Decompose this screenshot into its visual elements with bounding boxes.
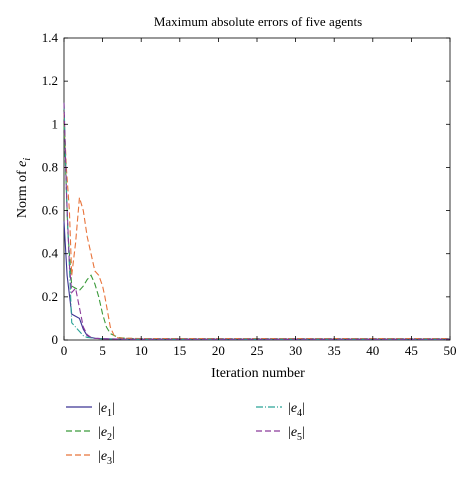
legend-label: |e5| <box>288 425 305 443</box>
y-axis-label-var: e <box>15 161 30 167</box>
plot-frame <box>63 37 451 341</box>
y-axis-label-sub: i <box>22 158 33 161</box>
y-tick-label: 0.8 <box>42 159 58 174</box>
y-axis-label-prefix: Norm of <box>15 167 30 218</box>
chart-title: Maximum absolute errors of five agents <box>154 14 362 29</box>
y-tick-label: 0 <box>52 332 59 347</box>
y-axis-label: Norm of ei <box>15 158 33 219</box>
y-tick-label: 1 <box>52 116 59 131</box>
legend-label: |e4| <box>288 401 305 419</box>
series-line-e5 <box>63 102 450 340</box>
y-axis-ticks: 0 0.2 0.4 0.6 0.8 1 1.2 1.4 <box>42 30 450 347</box>
x-tick-label: 15 <box>173 343 186 358</box>
legend-item-e3: |e3| <box>66 449 115 467</box>
plot-area: 0 5 10 15 20 25 30 35 40 45 50 0 0.2 0.4 0.6 0.8 1 1.2 1.… <box>42 30 457 358</box>
series-line-e1 <box>63 221 450 340</box>
legend-item-e1: |e1| <box>66 401 115 419</box>
y-tick-label: 0.2 <box>42 289 58 304</box>
x-tick-label: 30 <box>289 343 302 358</box>
legend-item-e4: |e4| <box>256 401 305 419</box>
legend-label: |e3| <box>98 449 115 467</box>
series-line-e3 <box>63 113 450 340</box>
y-tick-label: 0.4 <box>42 246 59 261</box>
x-tick-label: 10 <box>135 343 148 358</box>
legend: |e1| |e2| |e3| |e4| |e5| <box>66 401 305 467</box>
legend-label: |e1| <box>98 401 115 419</box>
x-tick-label: 50 <box>444 343 457 358</box>
x-tick-label: 25 <box>251 343 264 358</box>
y-tick-label: 0.6 <box>42 203 59 218</box>
x-tick-label: 0 <box>61 343 68 358</box>
x-tick-label: 40 <box>366 343 379 358</box>
y-tick-label: 1.4 <box>42 30 59 45</box>
series-layer <box>63 102 450 340</box>
x-tick-label: 45 <box>405 343 418 358</box>
x-tick-label: 5 <box>99 343 106 358</box>
x-tick-label: 20 <box>212 343 225 358</box>
legend-item-e2: |e2| <box>66 425 115 443</box>
legend-label: |e2| <box>98 425 115 443</box>
legend-item-e5: |e5| <box>256 425 305 443</box>
series-line-e2 <box>63 124 450 340</box>
x-tick-label: 35 <box>328 343 341 358</box>
x-axis-ticks: 0 5 10 15 20 25 30 35 40 45 50 <box>61 38 457 358</box>
series-line-e4 <box>63 102 450 340</box>
x-axis-label: Iteration number <box>211 366 305 381</box>
y-tick-label: 1.2 <box>42 73 58 88</box>
